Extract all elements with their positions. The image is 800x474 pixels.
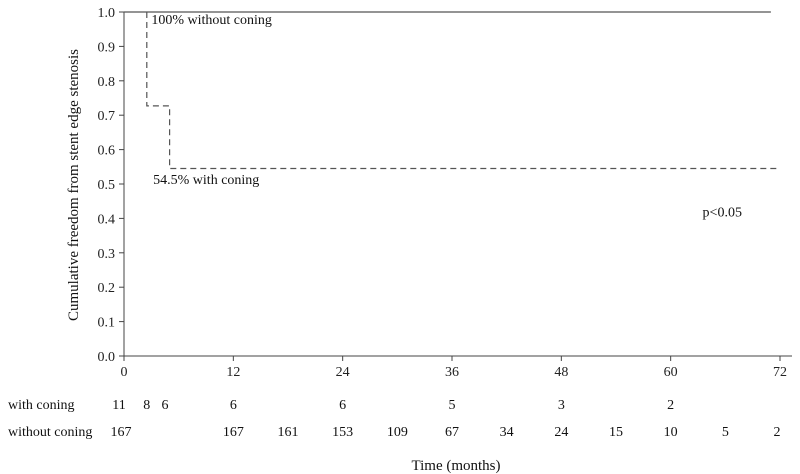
y-axis-title: Cumulative freedom from stent edge steno… — [66, 49, 82, 321]
x-tick-label: 36 — [445, 365, 459, 380]
x-tick-label: 12 — [226, 365, 240, 380]
y-tick-label: 0.1 — [98, 316, 116, 331]
risk-value: 6 — [339, 398, 346, 413]
risk-value: 3 — [558, 398, 565, 413]
y-tick-label: 0.6 — [98, 144, 116, 159]
risk-value: 11 — [112, 398, 125, 413]
x-tick-label: 0 — [121, 365, 128, 380]
x-tick-label: 48 — [554, 365, 568, 380]
annotation-label: p<0.05 — [703, 206, 742, 221]
y-tick-label: 0.7 — [98, 109, 116, 124]
y-tick-label: 0.2 — [98, 281, 116, 296]
x-tick-label: 72 — [773, 365, 787, 380]
risk-value: 34 — [500, 425, 514, 440]
y-tick-label: 0.4 — [98, 212, 116, 227]
risk-value: 10 — [664, 425, 678, 440]
risk-value: 167 — [223, 425, 244, 440]
risk-value: 6 — [230, 398, 237, 413]
x-tick-label: 60 — [664, 365, 678, 380]
series-line-with — [146, 12, 780, 170]
risk-value: 6 — [162, 398, 169, 413]
risk-value: 2 — [774, 425, 781, 440]
x-tick-label: 24 — [336, 365, 350, 380]
y-tick-label: 0.9 — [98, 40, 116, 55]
y-tick-label: 0.8 — [98, 75, 116, 90]
risk-value: 8 — [143, 398, 150, 413]
series-lines — [124, 11, 780, 170]
annotation-label: 100% without coning — [151, 13, 272, 28]
y-tick-label: 0.0 — [98, 350, 116, 365]
y-tick-label: 0.3 — [98, 247, 116, 262]
risk-value: 2 — [667, 398, 674, 413]
annotations: 100% without coning 54.5% with coning p<0.… — [151, 13, 742, 221]
risk-value: 161 — [278, 425, 299, 440]
risk-value: 67 — [445, 425, 459, 440]
annotation-label: 54.5% with coning — [153, 173, 259, 188]
y-tick-label: 1.0 — [98, 6, 116, 21]
axes: 0.0 0.1 0.2 0.3 0.4 0.5 0.6 0.7 0.8 0.9 1.0 0 12 24 36… — [98, 6, 792, 380]
risk-value: 15 — [609, 425, 623, 440]
risk-value: 24 — [554, 425, 568, 440]
risk-value: 5 — [449, 398, 456, 413]
risk-row-label: without coning — [8, 425, 92, 440]
risk-row-label: with coning — [8, 398, 75, 413]
y-tick-label: 0.5 — [98, 178, 116, 193]
risk-value: 153 — [332, 425, 353, 440]
risk-value: 167 — [111, 425, 132, 440]
risk-value: 5 — [722, 425, 729, 440]
risk-value: 109 — [387, 425, 408, 440]
x-axis-title: Time (months) — [411, 458, 500, 474]
